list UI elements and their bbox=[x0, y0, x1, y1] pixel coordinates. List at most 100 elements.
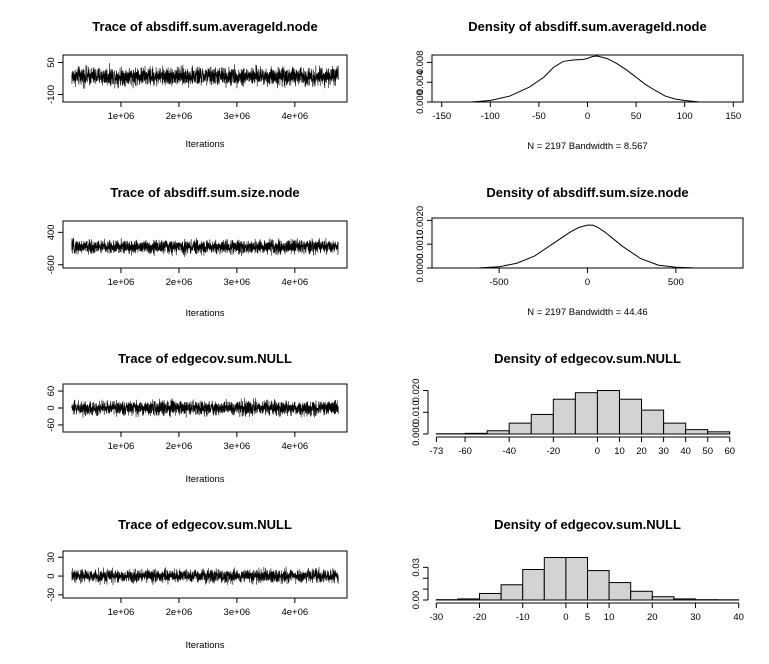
x-tick-label: -60 bbox=[458, 446, 472, 457]
x-tick-label: 2e+06 bbox=[166, 111, 193, 122]
x-tick-label: 50 bbox=[702, 446, 713, 457]
chart-panel-6: Density of edgecov.sum.NULL -73 -60 -40 -20 0… bbox=[411, 351, 735, 457]
y-tick-label: 0 bbox=[46, 405, 57, 410]
plot-frame bbox=[431, 54, 744, 103]
y-tick-label: -100 bbox=[46, 85, 57, 104]
y-tick-label: 0 bbox=[46, 573, 57, 578]
histogram-bar bbox=[530, 413, 554, 435]
x-tick-label: 2e+06 bbox=[166, 607, 193, 618]
x-tick-label: 1e+06 bbox=[108, 607, 135, 618]
x-tick-label: -150 bbox=[432, 111, 451, 122]
y-tick-label: 0.020 bbox=[411, 379, 422, 403]
x-tick-label: -100 bbox=[481, 111, 500, 122]
x-tick-label: -40 bbox=[502, 446, 516, 457]
histogram-bar bbox=[641, 409, 665, 435]
x-tick-label: 20 bbox=[647, 612, 658, 623]
x-tick-label: -30 bbox=[429, 612, 443, 623]
histogram-bar bbox=[457, 598, 481, 601]
x-tick-label: 30 bbox=[690, 612, 701, 623]
x-tick-label: 3e+06 bbox=[224, 441, 251, 452]
histogram-bar bbox=[500, 584, 524, 601]
x-axis-label: Iterations bbox=[185, 308, 224, 319]
y-tick-label: 400 bbox=[46, 224, 57, 240]
y-tick-label: -600 bbox=[46, 255, 57, 274]
chart-title: Trace of absdiff.sum.averageId.node bbox=[92, 19, 317, 34]
trace-line bbox=[71, 237, 339, 257]
x-tick-label: 0 bbox=[563, 612, 568, 623]
chart-title: Density of edgecov.sum.NULL bbox=[494, 517, 681, 532]
x-tick-label: -73 bbox=[430, 446, 444, 457]
chart-title: Trace of absdiff.sum.size.node bbox=[110, 185, 299, 200]
histogram-bar bbox=[596, 390, 620, 435]
histogram-bar bbox=[552, 398, 576, 435]
y-tick-label: 0.004 bbox=[415, 70, 426, 94]
x-tick-label: 4e+06 bbox=[281, 277, 308, 288]
density-curve bbox=[470, 55, 700, 103]
x-tick-label: 10 bbox=[604, 612, 615, 623]
x-tick-label: 1e+06 bbox=[108, 277, 135, 288]
y-tick-label: 0.000 bbox=[411, 422, 422, 446]
density-caption: N = 2197 Bandwidth = 44.46 bbox=[527, 307, 647, 318]
x-tick-label: -20 bbox=[473, 612, 487, 623]
x-tick-label: 40 bbox=[733, 612, 744, 623]
chart-title: Density of absdiff.sum.averageId.node bbox=[468, 19, 706, 34]
y-tick-label: -30 bbox=[46, 588, 57, 602]
y-tick-label: 0.008 bbox=[415, 51, 426, 75]
x-tick-label: 3e+06 bbox=[224, 111, 251, 122]
y-tick-label: 0.000 bbox=[415, 90, 426, 114]
chart-title: Density of absdiff.sum.size.node bbox=[486, 185, 688, 200]
y-tick-label: 50 bbox=[46, 57, 57, 68]
histogram-bar bbox=[543, 557, 567, 601]
x-tick-label: 0 bbox=[585, 277, 590, 288]
density-curve bbox=[477, 224, 712, 269]
histogram-bar bbox=[574, 392, 598, 435]
chart-title: Density of edgecov.sum.NULL bbox=[494, 351, 681, 366]
trace-line bbox=[71, 397, 339, 418]
chart-panel-1: Trace of absdiff.sum.averageId.node 1e+06… bbox=[46, 19, 348, 150]
histogram-bar bbox=[618, 398, 643, 435]
histogram-bar bbox=[630, 590, 653, 601]
chart-panel-2: Density of absdiff.sum.averageId.node -15… bbox=[415, 19, 744, 152]
y-tick-label: 30 bbox=[46, 552, 57, 563]
histogram-bar bbox=[608, 582, 632, 601]
histogram-bar bbox=[663, 422, 687, 435]
x-tick-label: 2e+06 bbox=[166, 441, 193, 452]
chart-panel-5: Trace of edgecov.sum.NULL 1e+06 2e+06 3e+06… bbox=[46, 351, 348, 485]
histogram-bar bbox=[479, 592, 502, 601]
density-caption: N = 2197 Bandwidth = 8.567 bbox=[527, 141, 647, 152]
y-tick-label: 0.0000 bbox=[415, 253, 426, 282]
x-tick-label: 3e+06 bbox=[224, 607, 251, 618]
x-tick-label: 5 bbox=[585, 612, 590, 623]
trace-line bbox=[71, 566, 339, 586]
y-tick-label: -60 bbox=[46, 418, 57, 432]
histogram-bar bbox=[522, 569, 545, 601]
y-tick-label: 0.03 bbox=[411, 558, 422, 577]
histogram-bar bbox=[565, 557, 588, 601]
x-tick-label: 100 bbox=[677, 111, 693, 122]
histogram-bar bbox=[685, 429, 709, 435]
chart-title: Trace of edgecov.sum.NULL bbox=[118, 517, 292, 532]
x-tick-label: -500 bbox=[490, 277, 509, 288]
y-tick-label: 0.010 bbox=[411, 400, 422, 424]
x-tick-label: -10 bbox=[516, 612, 530, 623]
x-tick-label: 50 bbox=[631, 111, 642, 122]
chart-panel-8: Density of edgecov.sum.NULL -30 -20 -10 0 5 10… bbox=[411, 517, 744, 623]
x-tick-label: 3e+06 bbox=[224, 277, 251, 288]
chart-title: Trace of edgecov.sum.NULL bbox=[118, 351, 292, 366]
x-tick-label: 500 bbox=[668, 277, 684, 288]
y-tick-label: 60 bbox=[46, 386, 57, 397]
x-tick-label: 0 bbox=[595, 446, 600, 457]
chart-panel-7: Trace of edgecov.sum.NULL 1e+06 2e+06 3e+06… bbox=[46, 517, 348, 651]
histogram-bar bbox=[464, 432, 488, 435]
x-axis-label: Iterations bbox=[185, 640, 224, 651]
histogram-bar bbox=[651, 596, 675, 601]
y-tick-label: 0.0010 bbox=[415, 230, 426, 259]
x-tick-label: 0 bbox=[585, 111, 590, 122]
chart-panel-4: Density of absdiff.sum.size.node -500 0 500… bbox=[415, 185, 744, 318]
x-tick-label: 10 bbox=[614, 446, 625, 457]
x-tick-label: 150 bbox=[725, 111, 741, 122]
chart-panel-3: Trace of absdiff.sum.size.node 1e+06 2e+06… bbox=[46, 185, 348, 319]
histogram-bar bbox=[673, 598, 696, 601]
x-tick-label: 40 bbox=[680, 446, 691, 457]
